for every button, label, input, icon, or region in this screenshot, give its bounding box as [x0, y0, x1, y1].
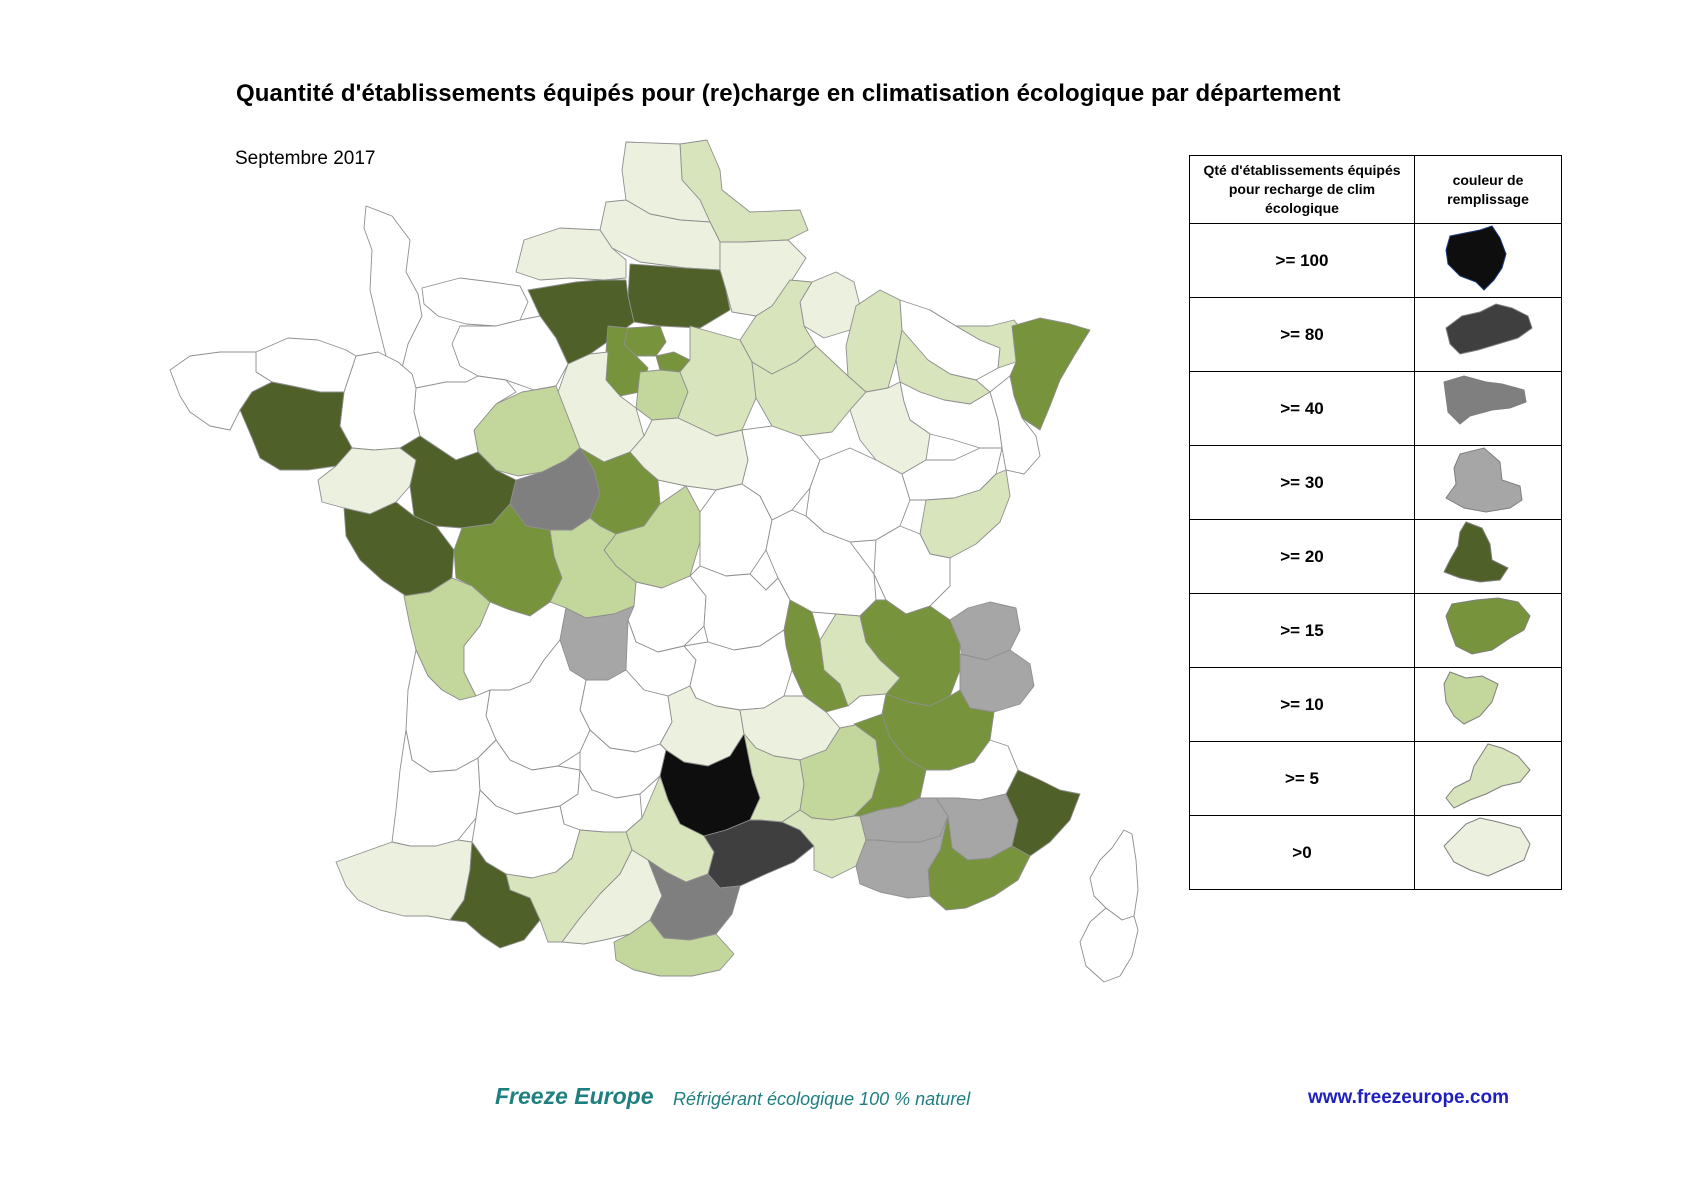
- department-oise: [627, 263, 731, 329]
- legend-range-label: >= 80: [1189, 297, 1415, 372]
- legend-swatch-cell: [1414, 223, 1562, 298]
- legend-swatch-cell: [1414, 519, 1562, 594]
- legend-range-label: >= 100: [1189, 223, 1415, 298]
- legend-swatch-shape: [1445, 743, 1531, 809]
- legend-range-label: >0: [1189, 815, 1415, 890]
- department-jura: [873, 525, 951, 615]
- legend-row: >= 10: [1189, 667, 1562, 742]
- page-title: Quantité d'établissements équipés pour (…: [236, 80, 1341, 107]
- department-manche: [363, 205, 423, 377]
- legend-swatch-cell: [1414, 297, 1562, 372]
- legend-range-label: >= 40: [1189, 371, 1415, 446]
- department-lot: [579, 729, 667, 799]
- legend-swatch-shape: [1443, 671, 1499, 725]
- legend-row: >= 15: [1189, 593, 1562, 668]
- department-calvados: [421, 277, 529, 327]
- department-pyrenees-atlantiques: [335, 839, 473, 921]
- department-pyrenees-orientales: [613, 919, 735, 977]
- legend-row: >= 100: [1189, 223, 1562, 298]
- legend-swatch-shape: [1443, 521, 1509, 583]
- legend-swatch-cell: [1414, 741, 1562, 816]
- legend-swatch-shape: [1443, 375, 1527, 425]
- legend-row: >= 20: [1189, 519, 1562, 594]
- footer-url-link[interactable]: www.freezeurope.com: [1308, 1087, 1509, 1108]
- legend-table: Qté d'établissements équipés pour rechar…: [1189, 155, 1562, 890]
- department-savoie: [959, 649, 1035, 713]
- department-hautes-pyrenees: [449, 841, 541, 949]
- legend-row: >= 80: [1189, 297, 1562, 372]
- legend-header-count: Qté d'établissements équipés pour rechar…: [1189, 155, 1415, 224]
- legend-swatch-shape: [1445, 225, 1507, 291]
- legend-swatch-cell: [1414, 667, 1562, 742]
- legend-range-label: >= 10: [1189, 667, 1415, 742]
- department-corsica-north: [1089, 829, 1139, 921]
- legend-range-label: >= 15: [1189, 593, 1415, 668]
- legend-row: >= 5: [1189, 741, 1562, 816]
- legend-swatch-cell: [1414, 445, 1562, 520]
- footer-brand: Freeze Europe: [495, 1083, 654, 1109]
- legend-swatch-shape: [1445, 447, 1523, 513]
- legend-header-color: couleur de remplissage: [1414, 155, 1562, 224]
- department-ain: [859, 599, 961, 707]
- legend-row: >= 30: [1189, 445, 1562, 520]
- department-seine-maritime: [515, 227, 627, 281]
- map-date: Septembre 2017: [235, 148, 376, 169]
- department-haute-savoie: [949, 601, 1021, 661]
- legend-range-label: >= 20: [1189, 519, 1415, 594]
- department-morbihan: [239, 381, 353, 471]
- department-landes: [391, 729, 481, 847]
- legend-swatch-shape: [1445, 303, 1533, 355]
- legend-swatch-shape: [1443, 817, 1531, 877]
- department-saone-et-loire: [765, 509, 877, 617]
- department-haute-marne: [849, 381, 931, 475]
- legend-swatch-cell: [1414, 371, 1562, 446]
- legend-row: >0: [1189, 815, 1562, 890]
- legend-swatch-cell: [1414, 593, 1562, 668]
- legend-swatch-cell: [1414, 815, 1562, 890]
- legend-row: >= 40: [1189, 371, 1562, 446]
- legend-range-label: >= 5: [1189, 741, 1415, 816]
- france-department-map: [169, 139, 1139, 983]
- department-alpes-maritimes: [1005, 769, 1081, 857]
- legend-swatch-shape: [1445, 597, 1531, 655]
- legend-range-label: >= 30: [1189, 445, 1415, 520]
- department-indre: [627, 575, 707, 653]
- department-bouches-du-rhone: [855, 815, 949, 899]
- footer-tagline: Réfrigérant écologique 100 % naturel: [673, 1089, 971, 1109]
- department-corsica-south: [1079, 907, 1139, 983]
- department-bas-rhin: [1009, 317, 1091, 431]
